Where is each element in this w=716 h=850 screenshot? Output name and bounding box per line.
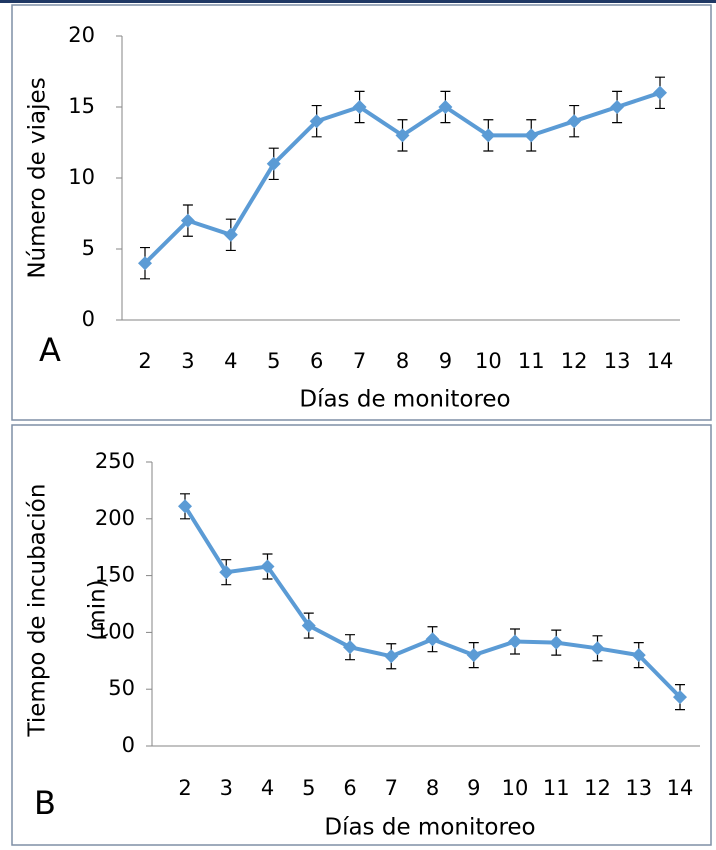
data-point [466,648,481,663]
data-point [610,100,625,114]
panel-label: A [39,331,61,369]
x-tick-label: 9 [467,776,480,800]
y-tick-label: 15 [68,94,95,118]
y-axis-title: Número de viajes [25,77,51,278]
data-point [673,690,687,705]
data-point [309,114,324,129]
x-tick-label: 4 [224,349,237,373]
y-tick-label: 150 [95,563,135,587]
x-tick-label: 3 [181,349,194,373]
data-point [631,648,646,663]
y-tick-label: 200 [95,506,135,530]
y-axis-title: Tiempo de incubación [25,484,51,738]
data-point [178,499,192,514]
x-tick-label: 4 [261,776,274,800]
data-point [549,635,564,650]
x-tick-label: 14 [667,776,694,800]
y-tick-label: 0 [122,733,135,757]
x-tick-label: 11 [518,349,545,373]
y-tick-label: 50 [108,676,135,700]
data-point [524,128,539,143]
x-tick-label: 6 [310,349,323,373]
data-point [223,227,238,242]
data-point [425,632,440,647]
x-tick-label: 5 [302,776,315,800]
x-tick-label: 12 [584,776,611,800]
x-tick-label: 14 [647,349,674,373]
y-tick-label: 100 [95,619,135,643]
y-tick-label: 10 [68,165,95,189]
data-point [481,128,496,143]
x-tick-label: 5 [267,349,280,373]
x-tick-label: 8 [426,776,439,800]
data-point [219,565,234,580]
data-point [590,641,605,656]
data-point [138,256,152,271]
panel-frame [11,424,712,846]
x-tick-label: 2 [138,349,151,373]
y-axis-title: (min) [85,579,111,640]
x-axis-title: Días de monitoreo [299,387,510,413]
data-point [653,85,667,100]
y-tick-label: 20 [68,23,95,47]
data-point [384,649,399,664]
panel-frame [11,4,712,421]
data-point [180,213,195,228]
y-tick-label: 0 [82,307,95,331]
x-tick-label: 10 [475,349,502,373]
x-tick-label: 9 [439,349,452,373]
data-line [183,505,682,699]
x-tick-label: 10 [502,776,529,800]
x-tick-label: 7 [385,776,398,800]
x-tick-label: 6 [343,776,356,800]
data-point [567,114,582,129]
panel-label: B [34,784,56,822]
x-tick-label: 8 [396,349,409,373]
x-tick-label: 7 [353,349,366,373]
y-tick-label: 250 [95,449,135,473]
x-tick-label: 2 [178,776,191,800]
data-point [343,640,357,655]
y-tick-label: 5 [82,236,95,260]
x-tick-label: 13 [625,776,652,800]
x-tick-label: 12 [561,349,588,373]
data-line [143,90,661,265]
data-point [438,100,453,114]
data-point [395,128,410,143]
data-point [352,100,367,114]
data-point [266,156,281,171]
x-tick-label: 13 [604,349,631,373]
x-tick-label: 11 [543,776,570,800]
x-tick-label: 3 [220,776,233,800]
data-point [301,618,316,633]
x-axis-title: Días de monitoreo [324,815,535,841]
data-point [260,559,275,574]
data-point [508,634,522,649]
